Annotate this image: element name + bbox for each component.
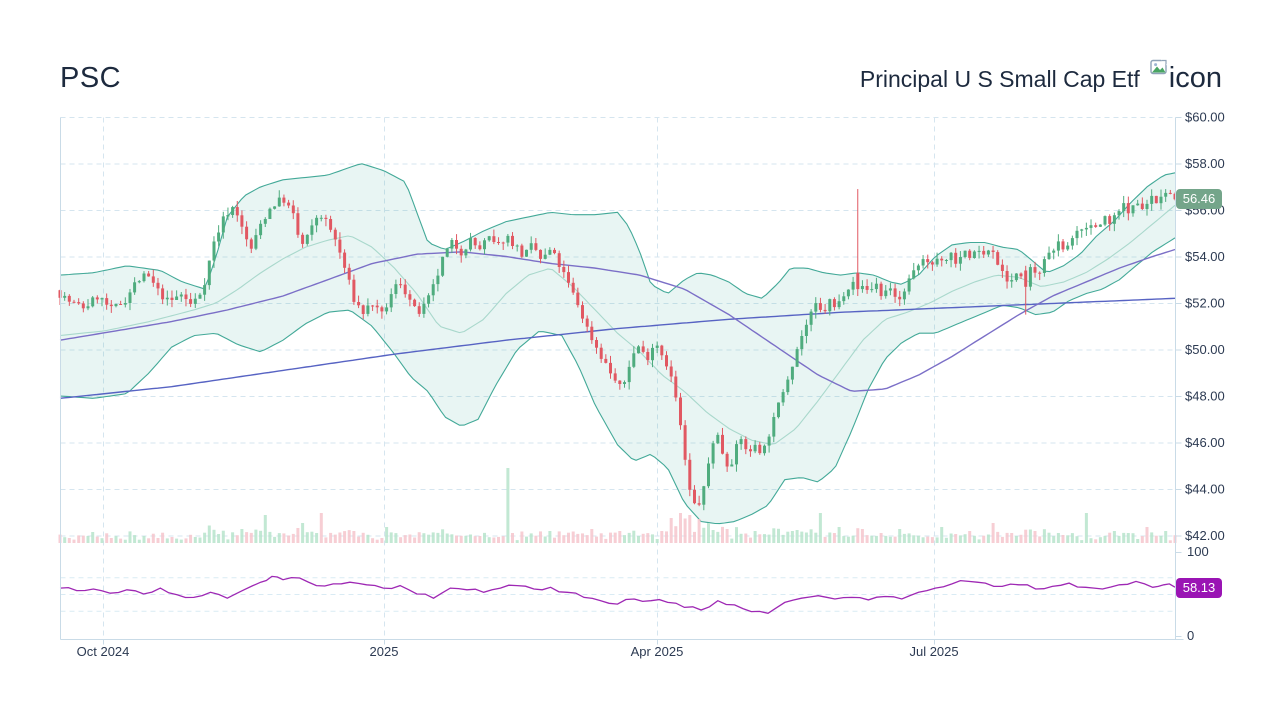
fund-title: Principal U S Small Cap Etf icon bbox=[859, 59, 1222, 95]
price-tick-label: $54.00 bbox=[1185, 249, 1225, 264]
price-tick-label: $46.00 bbox=[1185, 435, 1225, 450]
date-tick-label: Jul 2025 bbox=[909, 644, 958, 659]
price-tick-label: $44.00 bbox=[1185, 482, 1225, 497]
broken-image-icon bbox=[1150, 55, 1168, 82]
volume-bars bbox=[58, 468, 1177, 543]
broken-image-alt-text: icon bbox=[1168, 62, 1222, 94]
last-price-badge: 56.46 bbox=[1176, 189, 1222, 209]
rsi-line bbox=[59, 575, 1176, 614]
price-tick-label: $48.00 bbox=[1185, 389, 1225, 404]
header: PSC Principal U S Small Cap Etf icon bbox=[60, 59, 1222, 95]
price-tick-label: $52.00 bbox=[1185, 296, 1225, 311]
price-tick-label: $50.00 bbox=[1185, 342, 1225, 357]
price-tick-label: $58.00 bbox=[1185, 156, 1225, 171]
candles bbox=[58, 189, 1177, 511]
sma20-line bbox=[59, 204, 1176, 445]
date-tick-label: Oct 2024 bbox=[77, 644, 130, 659]
date-tick-label: Apr 2025 bbox=[631, 644, 684, 659]
rsi-tick-label: 0 bbox=[1187, 628, 1194, 643]
rsi-value-badge: 58.13 bbox=[1176, 578, 1222, 598]
fund-name: Principal U S Small Cap Etf bbox=[859, 66, 1140, 92]
rsi-tick-label: 100 bbox=[1187, 544, 1209, 559]
bollinger-band bbox=[59, 163, 1176, 525]
sma200-line bbox=[59, 297, 1176, 399]
ticker-symbol: PSC bbox=[60, 62, 122, 94]
price-tick-label: $60.00 bbox=[1185, 110, 1225, 125]
sma50-line bbox=[59, 248, 1176, 392]
date-tick-label: 2025 bbox=[370, 644, 399, 659]
price-tick-label: $42.00 bbox=[1185, 528, 1225, 543]
axis-frame bbox=[60, 117, 1184, 640]
